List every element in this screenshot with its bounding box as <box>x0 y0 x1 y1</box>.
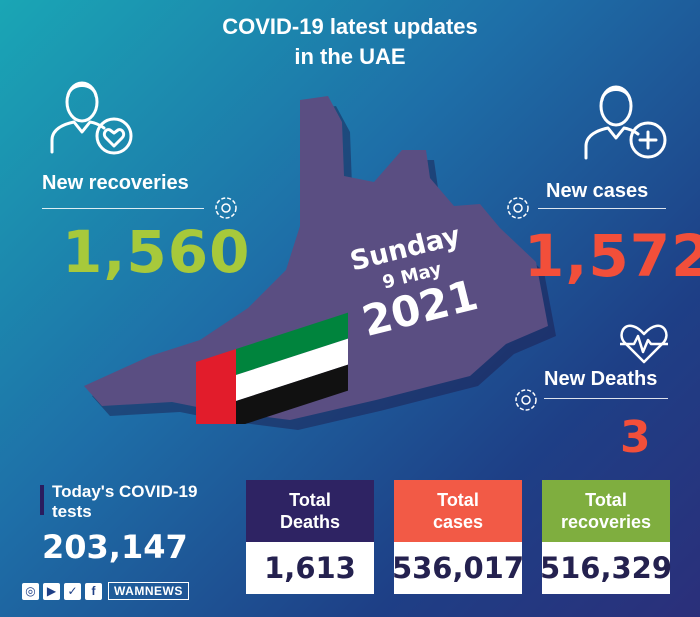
title-line-2: in the UAE <box>294 44 406 69</box>
wamnews-brand[interactable]: WAMNEWS <box>108 582 189 600</box>
facebook-icon[interactable]: f <box>85 582 102 600</box>
uae-flag-icon <box>196 312 348 424</box>
total-cases-label-line-2: cases <box>432 512 484 532</box>
heartbeat-icon <box>620 324 668 364</box>
cases-label: New cases <box>546 180 649 202</box>
target-icon <box>507 197 529 219</box>
tests-label: Today's COVID-19 tests <box>52 482 197 522</box>
deaths-rule <box>544 398 668 399</box>
deaths-value: 3 <box>620 412 652 463</box>
youtube-icon[interactable]: ▶ <box>43 582 60 600</box>
recoveries-rule <box>42 208 204 209</box>
total-deaths-head: Total Deaths <box>246 480 374 542</box>
tests-label-line-1: Today's COVID-19 <box>52 482 198 501</box>
deaths-label: New Deaths <box>544 368 658 390</box>
person-heart-icon <box>50 81 133 155</box>
total-deaths-value: 1,613 <box>246 542 374 594</box>
total-cases-label-line-1: Total <box>437 490 479 510</box>
target-icon <box>515 389 537 411</box>
total-cases-head: Total cases <box>394 480 522 542</box>
title-line-1: COVID-19 latest updates <box>222 14 478 39</box>
social-footer: ◎ ▶ ✓ f WAMNEWS <box>22 582 189 600</box>
twitter-icon[interactable]: ✓ <box>64 582 81 600</box>
tests-accent-bar <box>40 485 44 515</box>
total-recoveries-value: 516,329 <box>540 542 672 594</box>
instagram-icon[interactable]: ◎ <box>22 582 39 600</box>
uae-map-shape <box>84 96 548 420</box>
total-recoveries-head: Total recoveries <box>542 480 670 542</box>
total-recoveries-label-line-1: Total <box>585 490 627 510</box>
total-cases-value: 536,017 <box>392 542 524 594</box>
total-deaths-card: Total Deaths 1,613 <box>246 480 374 594</box>
page-title: COVID-19 latest updates in the UAE <box>0 12 700 72</box>
tests-label-line-2: tests <box>52 502 92 521</box>
total-deaths-label-line-1: Total <box>289 490 331 510</box>
recoveries-value: 1,560 <box>62 218 251 286</box>
total-deaths-label-line-2: Deaths <box>279 512 341 532</box>
cases-rule <box>538 208 666 209</box>
total-recoveries-label-line-2: recoveries <box>560 512 652 532</box>
person-plus-icon <box>584 85 667 160</box>
total-cases-card: Total cases 536,017 <box>392 480 524 594</box>
total-recoveries-card: Total recoveries 516,329 <box>540 480 672 594</box>
cases-value: 1,572 <box>524 222 700 290</box>
recoveries-label: New recoveries <box>42 172 189 194</box>
tests-value: 203,147 <box>42 528 188 566</box>
target-icon <box>215 197 237 219</box>
